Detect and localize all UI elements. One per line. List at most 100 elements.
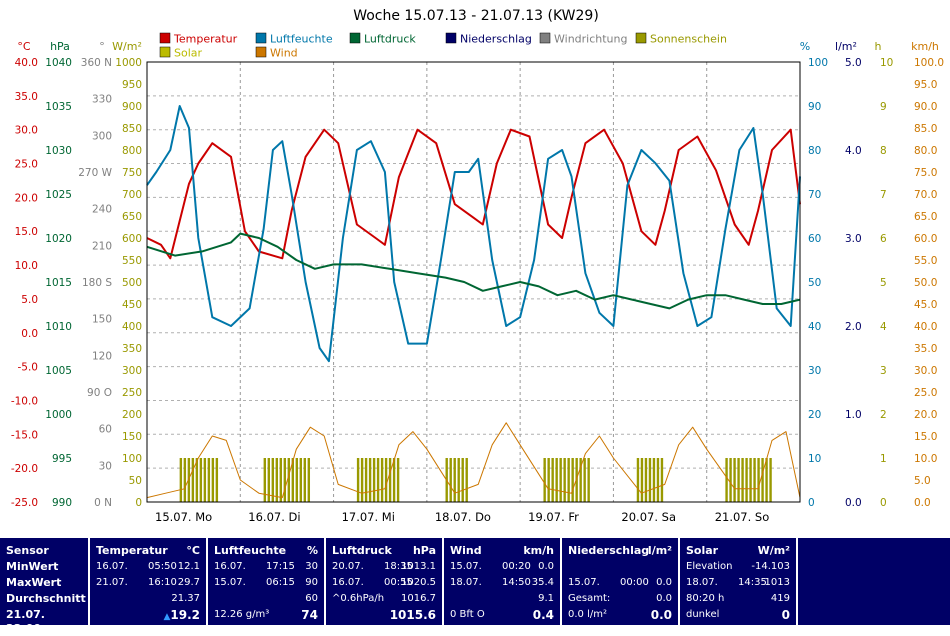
divider xyxy=(796,538,798,625)
left-axis-tick-label: 5.0 xyxy=(21,294,38,306)
solar-state: dunkel xyxy=(686,609,720,620)
hum-max-date: 15.07. xyxy=(214,577,246,588)
press-avg-value: 1016.7 xyxy=(401,593,436,604)
right-axis-tick-label: 70 xyxy=(808,189,821,201)
left-axis-tick-label: 50 xyxy=(129,475,142,487)
right-axis-tick-label: 2 xyxy=(880,409,887,421)
sunshine-bar xyxy=(555,458,558,502)
left-axis-tick-label: 240 xyxy=(92,204,112,216)
hum-min-value: 30 xyxy=(305,561,318,572)
sunshine-bar xyxy=(295,458,299,502)
left-axis-tick-label: 700 xyxy=(122,189,142,201)
sunshine-bar xyxy=(587,458,590,502)
right-axis-tick-label: 1.0 xyxy=(845,409,862,421)
sunshine-bar xyxy=(737,458,740,502)
solar-elevation-label: Elevation xyxy=(686,561,733,572)
niederschlag-title: Niederschlag xyxy=(568,544,650,557)
sunshine-bar xyxy=(761,458,764,502)
left-axis-tick-label: 25.0 xyxy=(15,159,38,171)
sunshine-bar xyxy=(644,458,648,502)
sunshine-bar xyxy=(183,458,187,502)
legend-swatch xyxy=(445,32,457,44)
legend-swatch xyxy=(539,32,551,44)
left-axis-tick-label: 360 N xyxy=(81,57,112,69)
sunshine-bar xyxy=(392,458,396,502)
right-axis-tick-label: 5.0 xyxy=(845,57,862,69)
sunshine-bar xyxy=(745,458,748,502)
right-axis-tick-label: 85.0 xyxy=(914,123,937,135)
x-axis-labels: 15.07. Mo 16.07. Di 17.07. Mi 18.07. Do 19.0… xyxy=(155,510,769,524)
sunshine-bar xyxy=(741,458,744,502)
rain-rate: 0.0 l/m² xyxy=(568,609,607,620)
wind-min-value: 0.0 xyxy=(538,561,554,572)
sunshine-bar xyxy=(757,458,760,502)
series-line-luftfeuchte xyxy=(146,105,801,363)
legend-label: Luftfeuchte xyxy=(270,33,333,46)
right-axis-tick-label: 0.0 xyxy=(914,497,931,509)
rain-total-label: Gesamt: xyxy=(568,593,611,604)
temperatur-title: Temperatur xyxy=(96,544,168,557)
legend-label: Solar xyxy=(174,47,203,60)
temp-avg-value: 21.37 xyxy=(171,593,200,604)
sunshine-bar xyxy=(583,458,586,502)
left-axis-tick-label: 270 W xyxy=(78,167,112,179)
sunshine-bar xyxy=(291,458,295,502)
legend-label: Wind xyxy=(270,47,298,60)
label-durchschnitt: Durchschnitt xyxy=(6,592,86,605)
right-axis-tick-label: 20.0 xyxy=(914,409,937,421)
chart-title: Woche 15.07.13 - 21.07.13 (KW29) xyxy=(353,8,599,24)
x-axis-day-label: 20.07. Sa xyxy=(621,510,676,524)
legend: Temperatur Luftfeuchte Luftdruck Niederschl… xyxy=(159,32,727,60)
right-axis-tick-label: 8 xyxy=(880,145,887,157)
legend-label: Windrichtung xyxy=(554,33,627,46)
right-axis-tick-label: 90.0 xyxy=(914,101,937,113)
axis-unit-label: ° xyxy=(99,40,105,53)
left-axis-tick-label: 150 xyxy=(122,431,142,443)
left-axis-tick-label: 750 xyxy=(122,167,142,179)
left-axis-tick-label: 30 xyxy=(99,460,112,472)
right-axis-tick-label: 15.0 xyxy=(914,431,937,443)
left-axis-tick-label: -5.0 xyxy=(18,362,39,374)
temp-max-time: 16:10 xyxy=(148,577,177,588)
divider xyxy=(560,538,562,625)
luftfeuchte-title: Luftfeuchte xyxy=(214,544,287,557)
legend-swatch xyxy=(635,32,647,44)
left-axis-tick-label: 15.0 xyxy=(15,226,38,238)
right-axis-tick-label: 60 xyxy=(808,233,821,245)
legend-label: Luftdruck xyxy=(364,33,416,46)
left-axis-tick-label: 180 S xyxy=(82,277,112,289)
left-axis-tick-label: 20.0 xyxy=(15,192,38,204)
legend-label: Temperatur xyxy=(173,33,238,46)
left-axis-tick-label: 60 xyxy=(99,424,112,436)
sunshine-bars xyxy=(179,458,772,502)
sunshine-bar xyxy=(465,458,468,502)
right-axis-tick-label: 5.0 xyxy=(914,475,931,487)
niederschlag-unit: l/m² xyxy=(647,544,672,557)
sunshine-bar xyxy=(275,458,279,502)
right-axis-tick-label: 100.0 xyxy=(914,57,944,69)
wind-min-time: 00:20 xyxy=(502,561,531,572)
right-axes: 10090807060504030201005.04.03.02.01.00.0… xyxy=(808,57,944,509)
legend-swatch xyxy=(159,46,171,58)
rain-time: 00:00 xyxy=(620,577,649,588)
sunshine-bar xyxy=(729,458,732,502)
sunshine-bar xyxy=(461,458,464,502)
x-axis-day-label: 17.07. Mi xyxy=(342,510,395,524)
right-axis-tick-label: 4 xyxy=(880,321,887,333)
temp-min-time: 05:50 xyxy=(148,561,177,572)
weather-week-chart: Woche 15.07.13 - 21.07.13 (KW29) Tempera… xyxy=(11,8,944,524)
axis-unit-label: W/m² xyxy=(112,40,142,53)
sunshine-bar xyxy=(279,458,283,502)
sunshine-bar xyxy=(457,458,460,502)
solar-elevation-value: -14.103 xyxy=(751,561,790,572)
divider xyxy=(88,538,90,625)
label-minwert: MinWert xyxy=(6,560,59,573)
sunshine-bar xyxy=(372,458,376,502)
series-line-temperatur xyxy=(146,128,801,260)
sunshine-bar xyxy=(725,458,728,502)
series-line-wind xyxy=(146,422,801,499)
sunshine-bar xyxy=(652,458,656,502)
left-axis-tick-label: 1030 xyxy=(45,145,72,157)
left-axis-tick-label: 300 xyxy=(122,365,142,377)
sunshine-bar xyxy=(384,458,388,502)
